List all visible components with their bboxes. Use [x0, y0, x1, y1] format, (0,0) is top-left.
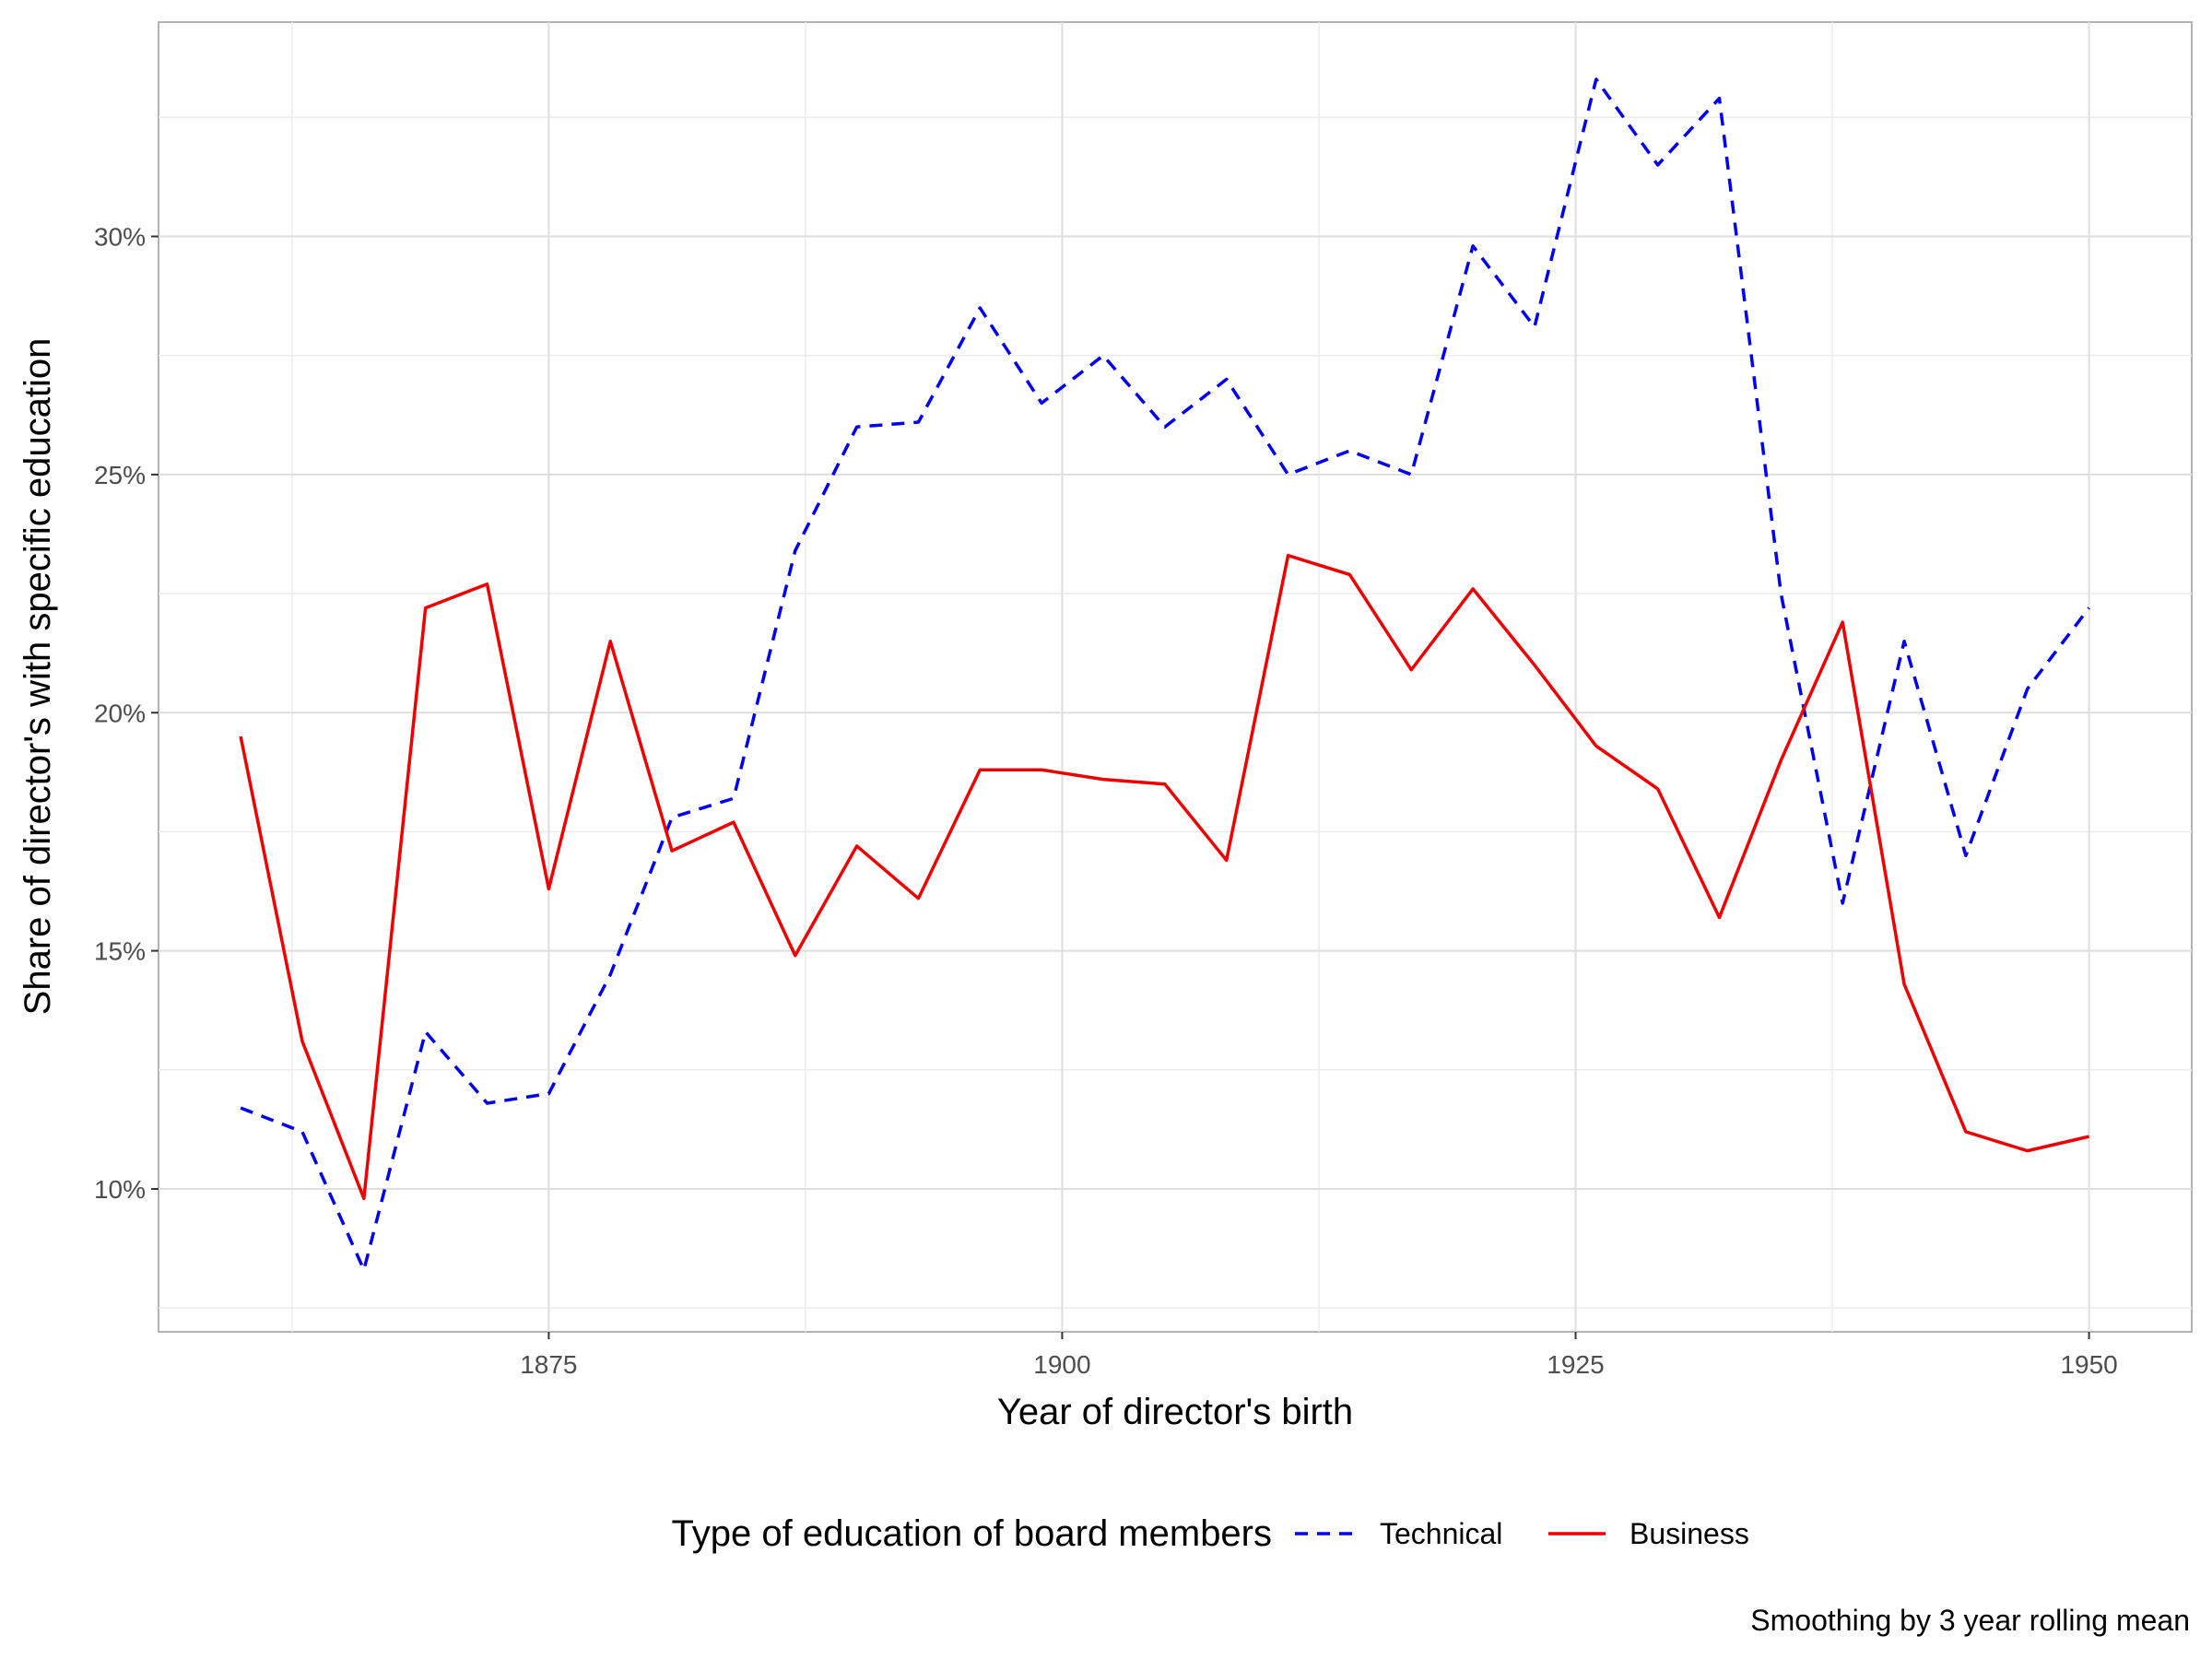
data-point-technical	[1286, 472, 1291, 477]
data-point-business	[546, 886, 551, 891]
data-point-business	[854, 843, 860, 849]
data-point-business	[1840, 619, 1845, 625]
data-point-technical	[793, 548, 798, 554]
y-tick-label: 30%	[94, 223, 146, 252]
y-tick-label: 25%	[94, 461, 146, 489]
data-point-business	[793, 953, 798, 959]
data-point-technical	[1716, 96, 1722, 101]
data-point-technical	[1408, 472, 1414, 477]
data-point-technical	[423, 1029, 429, 1034]
data-point-technical	[607, 971, 613, 977]
x-tick-label: 1900	[1033, 1350, 1090, 1379]
series-layer	[238, 76, 2092, 1273]
data-point-business	[1594, 743, 1599, 748]
data-point-business	[2025, 1148, 2030, 1154]
data-point-technical	[1594, 76, 1599, 82]
data-point-technical	[1532, 324, 1537, 330]
x-axis-ticks: 1875 1900 1925 1950	[520, 1332, 2118, 1379]
data-point-business	[361, 1195, 367, 1201]
chart-caption: Smoothing by 3 year rolling mean	[1750, 1604, 2190, 1637]
data-point-business	[485, 582, 490, 587]
data-point-business	[423, 606, 429, 611]
data-point-technical	[854, 424, 860, 429]
data-point-technical	[238, 1105, 243, 1111]
legend: Type of education of board members Techn…	[672, 1513, 1749, 1554]
data-point-business	[300, 1039, 305, 1044]
data-point-technical	[1901, 639, 1907, 644]
data-point-technical	[1039, 400, 1044, 406]
data-point-technical	[546, 1091, 551, 1097]
data-point-business	[1162, 782, 1168, 787]
data-point-business	[1532, 663, 1537, 668]
x-axis-title: Year of director's birth	[997, 1392, 1353, 1432]
data-point-technical	[1655, 162, 1661, 168]
data-point-business	[915, 896, 921, 901]
data-point-technical	[1100, 353, 1106, 359]
data-point-technical	[485, 1100, 490, 1106]
legend-label-business: Business	[1630, 1517, 1749, 1550]
data-point-business	[669, 848, 675, 853]
x-tick-label: 1875	[520, 1350, 577, 1379]
data-point-business	[1470, 586, 1476, 592]
data-point-business	[1224, 857, 1230, 863]
data-point-business	[1286, 553, 1291, 559]
data-point-business	[1039, 767, 1044, 772]
y-axis-title: Share of director's with specific educat…	[18, 338, 58, 1016]
data-point-business	[1100, 777, 1106, 782]
data-point-business	[1347, 571, 1352, 577]
y-tick-label: 20%	[94, 699, 146, 727]
y-tick-label: 15%	[94, 937, 146, 966]
data-point-technical	[2087, 606, 2092, 611]
data-point-business	[1408, 667, 1414, 673]
data-point-business	[1963, 1129, 1969, 1135]
data-point-technical	[1963, 853, 1969, 858]
data-point-technical	[915, 419, 921, 425]
legend-items: Technical Business	[1295, 1517, 1749, 1550]
data-point-business	[1655, 786, 1661, 792]
data-point-business	[731, 819, 736, 825]
data-point-technical	[977, 305, 982, 311]
data-point-technical	[669, 815, 675, 820]
plot-panel	[158, 21, 2193, 1333]
data-point-technical	[1840, 900, 1845, 906]
data-point-technical	[731, 795, 736, 801]
data-point-business	[238, 734, 243, 739]
data-point-business	[1716, 914, 1722, 920]
data-point-business	[607, 639, 613, 644]
data-point-technical	[1778, 591, 1783, 596]
data-point-business	[1901, 982, 1907, 987]
legend-label-technical: Technical	[1380, 1517, 1502, 1550]
y-tick-label: 10%	[94, 1175, 146, 1204]
series-line-business	[239, 553, 2089, 1201]
data-point-technical	[1162, 424, 1168, 429]
legend-title: Type of education of board members	[672, 1513, 1272, 1554]
data-point-technical	[1224, 377, 1230, 382]
series-line-technical	[240, 77, 2090, 1272]
data-point-business	[977, 767, 982, 772]
data-point-business	[2087, 1134, 2092, 1139]
data-point-technical	[2025, 686, 2030, 691]
data-point-technical	[1347, 448, 1352, 453]
x-tick-label: 1925	[1547, 1350, 1604, 1379]
data-point-technical	[300, 1129, 305, 1135]
grid-major	[159, 22, 2192, 1332]
y-axis-ticks: 10% 15% 20% 25% 30%	[94, 223, 159, 1204]
x-tick-label: 1950	[2060, 1350, 2117, 1379]
grid-minor	[159, 22, 2192, 1332]
data-point-business	[1778, 758, 1783, 763]
data-point-technical	[1470, 243, 1476, 249]
data-point-technical	[361, 1267, 367, 1273]
